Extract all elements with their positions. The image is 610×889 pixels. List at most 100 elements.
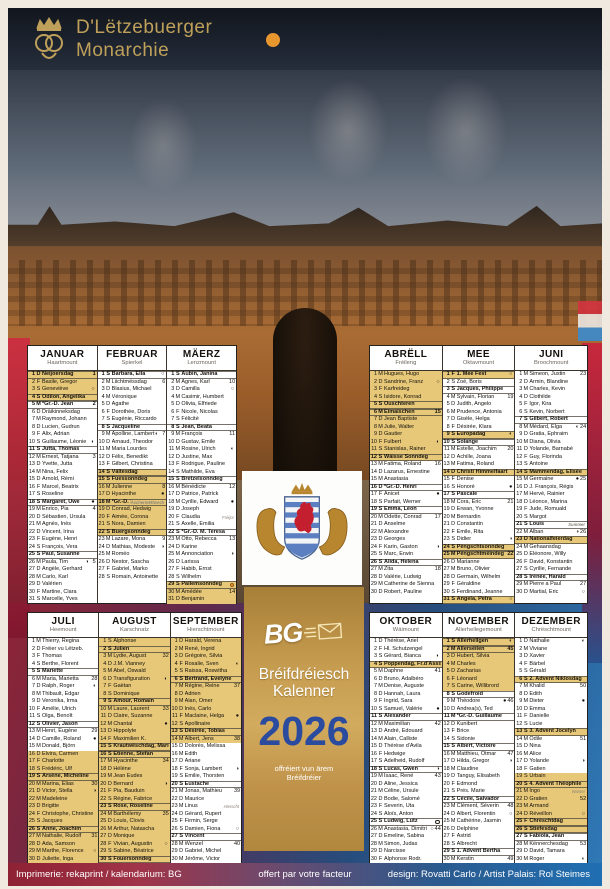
- moon-phase-icon: ◐: [575, 423, 580, 430]
- day-row: 19 S Urbain: [515, 773, 588, 781]
- weekday-letter: D: [179, 705, 184, 712]
- day-number: 3: [373, 386, 377, 392]
- day-row: 6 S Kevin, Norbert: [515, 409, 587, 417]
- nameday-text: Conrad, Hedwig: [111, 506, 152, 512]
- day-row: 6 D Dräikinneksdag: [28, 409, 97, 417]
- day-row: 26 D Delphine: [443, 826, 515, 834]
- day-number: 3: [446, 386, 450, 392]
- day-row: 17 D Patrice, Patrick: [167, 491, 236, 499]
- day-row: 13 F Rodrigue, Pauline: [167, 461, 236, 469]
- day-row: 11 M Estelle, Joachim 20: [443, 446, 515, 454]
- weekday-letter: S: [524, 513, 528, 520]
- weekday-letter: D: [107, 765, 112, 772]
- day-row: 31 S Angela, Petra ○: [442, 596, 515, 604]
- weekday-letter: S: [176, 573, 180, 580]
- day-number: 11: [98, 446, 105, 452]
- day-number: 21: [443, 521, 450, 527]
- day-row: 7 S Carine, Willibrord: [442, 683, 515, 691]
- day-number: 2: [31, 645, 35, 652]
- nameday-text: Hervé, Rainier: [529, 491, 565, 497]
- day-number: 15: [100, 743, 107, 749]
- weekday-letter: F: [108, 788, 112, 794]
- day-row: 10 D Emma: [515, 706, 587, 714]
- day-number: 6: [103, 675, 107, 682]
- day-number: 2: [31, 378, 35, 385]
- day-row: 18 M Claudine: [443, 766, 515, 774]
- weekday-letter: M: [523, 438, 529, 445]
- luxembourg-coat-of-arms: [256, 482, 348, 560]
- nameday-text: Prés. Marie: [456, 788, 485, 794]
- weekday-letter: F: [106, 566, 110, 572]
- day-row: 24 F Karin, Gaston ◑: [370, 544, 442, 552]
- weekday-letter: F: [378, 855, 383, 862]
- season-note: Hierscht: [223, 804, 239, 809]
- week-number: 30: [91, 780, 98, 787]
- nameday-text: Rose, Roseline: [113, 803, 153, 809]
- day-row: 21 D Victor, Stella ◑: [28, 788, 99, 796]
- weekday-letter: D: [179, 690, 184, 697]
- weekday-letter: S: [179, 825, 183, 832]
- day-number: 16: [443, 750, 450, 757]
- weekday-letter: F: [179, 818, 183, 824]
- nameday-text: Emeline, Sabina: [384, 833, 425, 839]
- week-number: 27: [580, 581, 587, 587]
- day-row: 12 S Olivier, Jason: [28, 721, 98, 729]
- nameday-text: Agnes, Karl: [181, 378, 210, 385]
- day-row: 12 S Wäisse Sonndeg: [370, 453, 442, 461]
- day-number: 20: [168, 513, 175, 520]
- nameday-text: Anastasia: [384, 476, 409, 482]
- day-number: 15: [168, 476, 175, 482]
- day-number: 19: [443, 506, 450, 512]
- day-row: 17 F Anicet ●: [370, 491, 442, 499]
- nameday-text: Margaret, Uwe: [42, 498, 80, 505]
- day-row: 11 S Olga, Benoît: [28, 713, 98, 721]
- weekday-letter: D: [523, 446, 528, 452]
- nameday-text: Chrëschtdag: [529, 818, 563, 824]
- weekday-letter: D: [106, 401, 111, 407]
- weekday-letter: M: [378, 683, 383, 689]
- day-number: 29: [443, 581, 450, 587]
- day-row: 18 D Léonce, Marina: [515, 499, 587, 507]
- nameday-text: Delphine: [456, 825, 479, 832]
- weekday-letter: F: [176, 566, 180, 572]
- season-note: Summer: [568, 522, 586, 527]
- day-number: 26: [28, 558, 35, 565]
- day-row: 5 S Gérald: [515, 668, 587, 676]
- day-number: 2: [103, 645, 107, 652]
- nameday-text: Hippolyte: [113, 728, 137, 734]
- day-number: 24: [516, 543, 523, 550]
- weekday-letter: M: [523, 735, 529, 742]
- day-number: 8: [373, 690, 377, 697]
- day-row: 4 M Charles: [442, 660, 515, 668]
- day-row: 10 D Andrea(s), Ted: [443, 706, 515, 714]
- day-row: 3 S Gérard, Bianca ◐: [370, 653, 442, 661]
- day-number: 8: [446, 423, 450, 430]
- weekday-letter: D: [107, 660, 112, 667]
- moon-phase-icon: ◐: [230, 446, 235, 452]
- offered-subtitle-line2: Bréifdréier: [286, 773, 322, 782]
- month-name: MÄERZ: [182, 349, 221, 360]
- weekday-letter: S: [106, 416, 110, 422]
- day-row: 8 S Jacqueline: [98, 424, 167, 432]
- day-row: 12 F Guy, Florinda: [515, 454, 587, 462]
- day-row: 16 M Bénédicte 12: [167, 484, 236, 492]
- nameday-text: Bruno, Olivier: [456, 566, 490, 572]
- nameday-text: Alexandre: [384, 528, 409, 535]
- nameday-text: Dieter: [529, 698, 545, 704]
- nameday-text: Vivian, Augustin: [113, 840, 153, 847]
- day-number: 8: [446, 690, 450, 697]
- day-number: 28: [516, 840, 523, 847]
- dst-clock-icon: [435, 819, 440, 824]
- nameday-text: Bernardin: [456, 513, 481, 520]
- nameday-text: Chantal: [113, 720, 133, 727]
- nameday-text: Théodore: [456, 698, 481, 704]
- week-number: 9: [162, 536, 166, 542]
- nameday-text: Vincent, Irina: [42, 528, 75, 535]
- day-row: 15 S Fuessonndeg: [97, 476, 167, 484]
- day-number: 6: [31, 408, 35, 415]
- month-subtitle: Oktavmount: [462, 360, 495, 366]
- weekday-letter: F: [524, 713, 528, 719]
- nameday-text: Aubin, Janina: [181, 371, 218, 377]
- day-row: 5 M *Gr.-D. Jean 2: [28, 401, 97, 409]
- day-number: 31: [168, 596, 175, 602]
